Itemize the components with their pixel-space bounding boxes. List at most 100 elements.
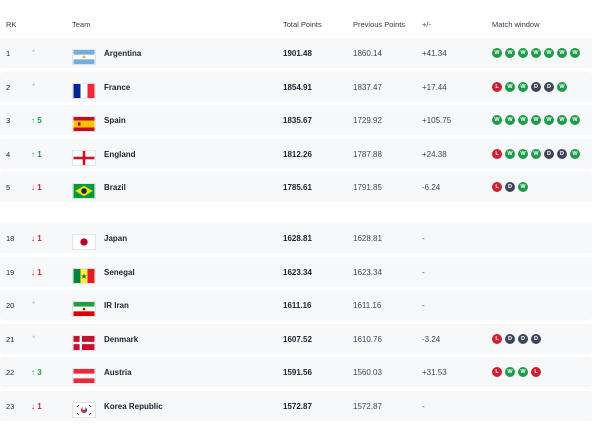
loss-badge[interactable]: L [492, 149, 502, 159]
table-header: RK Team Total Points Previous Points +/-… [0, 14, 600, 34]
rank-unchanged-indicator: • [32, 298, 36, 308]
senegal-flag-icon [72, 268, 96, 284]
loss-badge[interactable]: L [492, 334, 502, 344]
spain-flag-icon [72, 116, 96, 132]
rank-cell: 20 [6, 301, 15, 310]
table-row[interactable]: 22 ↑ 3 Austria 1591.56 1560.03 +31.53 L W W L [0, 357, 592, 387]
win-badge[interactable]: W [518, 115, 528, 125]
france-flag-icon [72, 83, 96, 99]
loss-badge[interactable]: L [492, 182, 502, 192]
rank-column-header[interactable]: RK [6, 20, 17, 29]
points-diff-cell: +105.75 [422, 116, 452, 125]
team-name-link[interactable]: Denmark [104, 335, 139, 344]
rank-unchanged-indicator: • [32, 332, 36, 342]
loss-badge[interactable]: L [531, 367, 541, 377]
points-diff-cell: -6.24 [422, 183, 441, 192]
draw-badge[interactable]: D [544, 82, 554, 92]
table-row[interactable]: 2 • France 1854.91 1837.47 +17.44 L W W D D W [0, 72, 592, 102]
points-diff-cell: - [422, 402, 425, 411]
win-badge[interactable]: W [492, 115, 502, 125]
win-badge[interactable]: W [505, 115, 515, 125]
team-name-link[interactable]: Argentina [104, 49, 142, 58]
draw-badge[interactable]: D [518, 334, 528, 344]
win-badge[interactable]: W [570, 115, 580, 125]
draw-badge[interactable]: D [557, 149, 567, 159]
win-badge[interactable]: W [570, 48, 580, 58]
draw-badge[interactable]: D [531, 82, 541, 92]
rank-up-indicator: ↑ 3 [31, 368, 42, 377]
total-points-cell: 1623.34 [283, 268, 312, 277]
win-badge[interactable]: W [531, 48, 541, 58]
win-badge[interactable]: W [557, 48, 567, 58]
table-row[interactable]: 20 • IR Iran 1611.16 1611.16 - [0, 290, 592, 320]
team-name-link[interactable]: England [104, 150, 136, 159]
diff-column-header[interactable]: +/- [422, 20, 431, 29]
team-name-link[interactable]: Senegal [104, 268, 135, 277]
draw-badge[interactable]: D [505, 334, 515, 344]
previous-points-cell: 1729.92 [353, 116, 382, 125]
rank-down-indicator: ↓ 1 [31, 402, 42, 411]
win-badge[interactable]: W [518, 149, 528, 159]
win-badge[interactable]: W [544, 48, 554, 58]
team-name-link[interactable]: Spain [104, 116, 126, 125]
win-badge[interactable]: W [492, 48, 502, 58]
table-row[interactable]: 1 • Argentina 1901.48 1860.14 +41.34 W W W W W W W [0, 38, 592, 68]
table-row[interactable]: 5 ↓ 1 Brazil 1785.61 1791.85 -6.24 L D W [0, 172, 592, 202]
rank-cell: 21 [6, 335, 15, 344]
austria-flag-icon [72, 368, 96, 384]
table-row[interactable]: 23 ↓ 1 Korea Republic 1572.87 1572.87 - [0, 391, 592, 421]
win-badge[interactable]: W [505, 48, 515, 58]
win-badge[interactable]: W [518, 367, 528, 377]
rank-cell: 5 [6, 183, 11, 192]
team-name-link[interactable]: Austria [104, 368, 132, 377]
rank-down-indicator: ↓ 1 [31, 268, 42, 277]
table-row[interactable]: 3 ↑ 5 Spain 1835.67 1729.92 +105.75 W W W W W W W [0, 105, 592, 135]
total-points-cell: 1591.56 [283, 368, 312, 377]
win-badge[interactable]: W [518, 182, 528, 192]
rank-cell: 18 [6, 234, 15, 243]
previous-points-column-header[interactable]: Previous Points [353, 20, 406, 29]
win-badge[interactable]: W [505, 82, 515, 92]
win-badge[interactable]: W [544, 115, 554, 125]
previous-points-cell: 1791.85 [353, 183, 382, 192]
table-row[interactable]: 19 ↓ 1 Senegal 1623.34 1623.34 - [0, 257, 592, 287]
brazil-flag-icon [72, 183, 96, 199]
japan-flag-icon [72, 234, 96, 250]
loss-badge[interactable]: L [492, 367, 502, 377]
win-badge[interactable]: W [531, 149, 541, 159]
rank-cell: 2 [6, 83, 11, 92]
team-column-header[interactable]: Team [72, 20, 91, 29]
team-name-link[interactable]: Japan [104, 234, 128, 243]
team-name-link[interactable]: France [104, 83, 131, 92]
loss-badge[interactable]: L [492, 82, 502, 92]
table-row[interactable]: 21 • Denmark 1607.52 1610.76 -3.24 L D D D [0, 324, 592, 354]
win-badge[interactable]: W [570, 149, 580, 159]
points-diff-cell: - [422, 268, 425, 277]
win-badge[interactable]: W [531, 115, 541, 125]
team-name-link[interactable]: Korea Republic [104, 402, 163, 411]
win-badge[interactable]: W [505, 367, 515, 377]
draw-badge[interactable]: D [531, 334, 541, 344]
total-points-cell: 1607.52 [283, 335, 312, 344]
win-badge[interactable]: W [505, 149, 515, 159]
total-points-cell: 1572.87 [283, 402, 312, 411]
draw-badge[interactable]: D [544, 149, 554, 159]
table-row[interactable]: 4 ↑ 1 England 1812.26 1787.88 +24.38 L W W W D D W [0, 139, 592, 169]
win-badge[interactable]: W [557, 115, 567, 125]
win-badge[interactable]: W [518, 48, 528, 58]
rank-cell: 4 [6, 150, 11, 159]
team-name-link[interactable]: IR Iran [104, 301, 129, 310]
england-flag-icon [72, 150, 96, 166]
win-badge[interactable]: W [518, 82, 528, 92]
win-badge[interactable]: W [557, 82, 567, 92]
team-name-link[interactable]: Brazil [104, 183, 126, 192]
total-points-cell: 1835.67 [283, 116, 312, 125]
points-diff-cell: -3.24 [422, 335, 441, 344]
total-points-cell: 1628.81 [283, 234, 312, 243]
total-points-column-header[interactable]: Total Points [283, 20, 322, 29]
table-row[interactable]: 18 ↓ 1 Japan 1628.81 1628.81 - [0, 223, 592, 253]
draw-badge[interactable]: D [505, 182, 515, 192]
